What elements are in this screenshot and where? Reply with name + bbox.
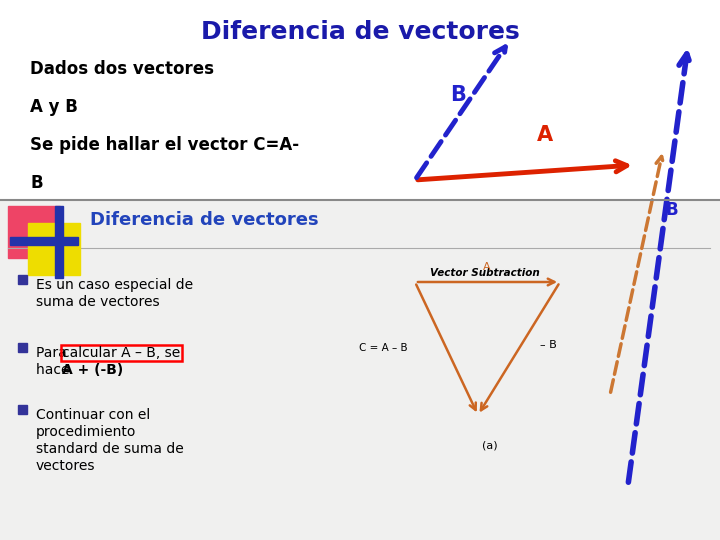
Text: Vector Subtraction: Vector Subtraction [430, 268, 540, 278]
Text: Se pide hallar el vector C=A-: Se pide hallar el vector C=A- [30, 136, 299, 154]
Text: Continuar con el: Continuar con el [36, 408, 150, 422]
Text: calcular A – B, se: calcular A – B, se [62, 346, 180, 360]
Text: procedimiento: procedimiento [36, 425, 136, 439]
Text: A + (-B): A + (-B) [62, 363, 123, 377]
Text: B: B [30, 174, 42, 192]
Text: Diferencia de vectores: Diferencia de vectores [90, 211, 319, 229]
Bar [10, 237, 78, 245]
Text: B: B [666, 201, 678, 219]
Text: (a): (a) [482, 440, 498, 450]
Bar [28, 223, 80, 275]
Bar [0, 0, 720, 200]
Text: suma de vectores: suma de vectores [36, 295, 160, 309]
Text: C = A – B: C = A – B [359, 343, 408, 353]
Text: A y B: A y B [30, 98, 78, 116]
Text: A: A [537, 125, 553, 145]
Text: Es un caso especial de: Es un caso especial de [36, 278, 193, 292]
Text: B: B [450, 85, 466, 105]
Bar [18, 275, 27, 284]
Bar [18, 343, 27, 352]
Bar [18, 405, 27, 414]
Text: hace: hace [36, 363, 74, 377]
Text: Dados dos vectores: Dados dos vectores [30, 60, 214, 78]
Text: Para: Para [36, 346, 71, 360]
Bar [55, 206, 63, 278]
Text: vectores: vectores [36, 459, 96, 473]
Text: – B: – B [539, 340, 557, 350]
Bar [0, 200, 720, 540]
Text: A: A [483, 262, 491, 272]
Bar [8, 206, 60, 258]
Text: standard de suma de: standard de suma de [36, 442, 184, 456]
Text: Diferencia de vectores: Diferencia de vectores [201, 20, 519, 44]
